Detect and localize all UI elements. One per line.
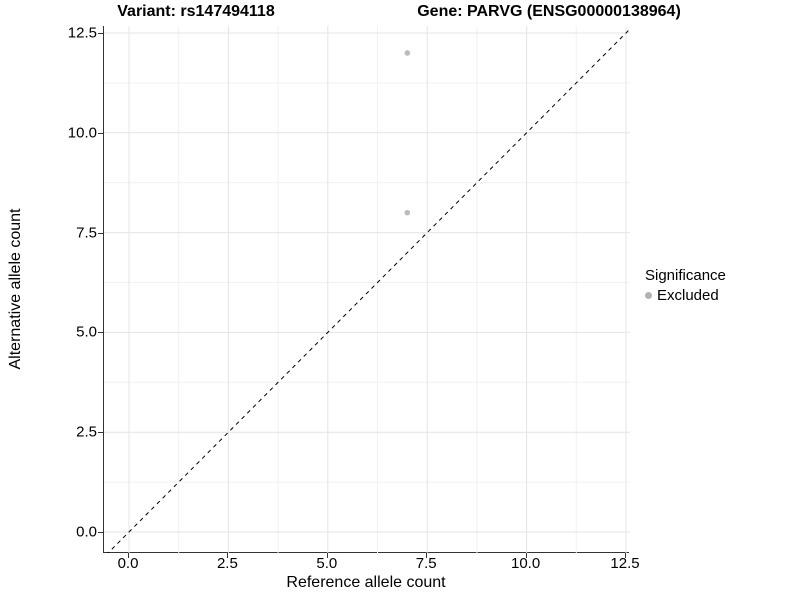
x-tick-label: 2.5 [216,555,238,572]
x-tick-label: 7.5 [415,555,437,572]
x-tick-mark [227,553,229,558]
y-tick-mark [98,232,103,234]
y-tick-mark [98,332,103,334]
y-tick-label: 7.5 [76,224,97,242]
identity-reference-line [107,28,630,553]
x-tick-mark [128,553,129,558]
x-axis-title: Reference allele count [286,574,446,591]
plot-title-variant: Variant: rs147494118 [117,3,275,20]
plot-title-gene: Gene: PARVG (ENSG00000138964) [417,3,681,20]
data-point [404,50,411,56]
x-tick-mark [625,553,626,558]
scatter-canvas [104,26,630,553]
y-tick-mark [98,33,103,34]
data-point [404,209,411,216]
x-tick-mark [525,553,527,558]
x-tick-label: 0.0 [117,555,139,572]
y-tick-label: 12.5 [67,24,97,42]
x-tick-label: 10.0 [510,555,541,572]
legend-title: Significance [645,267,726,284]
y-tick-mark [98,432,103,434]
excluded-point-icon [645,292,652,299]
x-tick-mark [326,553,328,558]
y-tick-label: 5.0 [76,323,97,341]
x-tick-label: 5.0 [316,555,338,572]
y-tick-mark [98,532,103,533]
plot-panel [103,26,630,553]
legend: Significance Excluded [645,267,726,304]
x-tick-label: 12.5 [610,555,640,572]
x-tick-mark [426,553,428,558]
y-axis-title: Alternative allele count [7,208,24,370]
y-tick-label: 0.0 [76,523,97,541]
y-tick-mark [98,132,103,134]
legend-item-excluded: Excluded [645,287,726,304]
y-tick-label: 10.0 [67,124,97,142]
legend-item-label: Excluded [657,287,719,304]
y-tick-label: 2.5 [76,423,97,441]
